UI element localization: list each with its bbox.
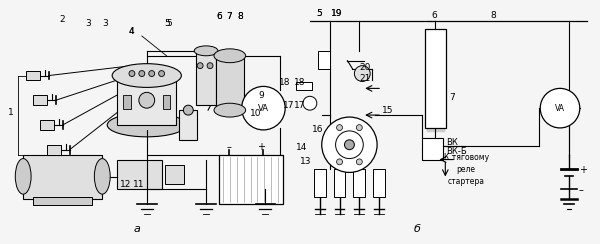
Bar [318, 51, 329, 69]
Text: 7: 7 [226, 12, 232, 21]
Text: –: – [579, 185, 584, 195]
Text: 8: 8 [238, 12, 244, 21]
Circle shape [139, 92, 155, 108]
Bar [314, 169, 326, 197]
Text: 7: 7 [449, 93, 455, 102]
Bar [47, 145, 61, 155]
Text: 2: 2 [60, 15, 65, 24]
Text: 5: 5 [164, 19, 170, 28]
Text: 12: 12 [120, 180, 131, 189]
Text: 14: 14 [296, 143, 307, 152]
Text: 6: 6 [216, 12, 222, 21]
Text: 18: 18 [278, 78, 290, 87]
Text: К тяговому: К тяговому [443, 153, 488, 162]
Text: б: б [413, 224, 420, 234]
Bar [219, 155, 283, 204]
Text: реле: реле [457, 165, 476, 174]
Bar [334, 169, 346, 197]
Bar [23, 155, 102, 199]
Text: 3: 3 [102, 19, 108, 28]
Text: 7: 7 [226, 12, 232, 21]
Text: 15: 15 [382, 106, 394, 115]
Text: 13: 13 [300, 157, 311, 166]
Circle shape [337, 125, 343, 131]
Bar [353, 169, 365, 197]
Circle shape [322, 117, 377, 173]
Text: +: + [579, 165, 587, 175]
Text: 20: 20 [359, 63, 371, 72]
Text: а: а [133, 224, 140, 234]
Ellipse shape [107, 113, 187, 137]
Circle shape [149, 71, 155, 77]
Text: 1: 1 [8, 108, 14, 117]
Circle shape [335, 131, 363, 159]
Text: 17: 17 [283, 101, 294, 110]
Bar [123, 95, 131, 109]
Text: 19: 19 [331, 9, 342, 18]
Bar [164, 164, 184, 184]
Text: 5: 5 [316, 9, 322, 18]
Bar [163, 95, 170, 109]
Text: ВК-Б: ВК-Б [446, 147, 467, 156]
Text: 9: 9 [259, 91, 264, 100]
Circle shape [184, 105, 193, 115]
Text: 4: 4 [129, 27, 134, 36]
Ellipse shape [112, 64, 181, 87]
Circle shape [355, 66, 370, 81]
Circle shape [356, 159, 362, 165]
Text: ВК: ВК [446, 138, 458, 147]
Bar [117, 160, 161, 189]
Text: 4: 4 [129, 27, 134, 36]
Ellipse shape [15, 159, 31, 194]
Circle shape [129, 71, 135, 77]
Ellipse shape [194, 46, 218, 56]
Ellipse shape [214, 49, 245, 63]
Text: VA: VA [555, 104, 565, 113]
Bar [373, 169, 385, 197]
Text: VA: VA [258, 104, 269, 113]
Circle shape [356, 125, 362, 131]
Circle shape [337, 159, 343, 165]
Text: 5: 5 [316, 9, 322, 18]
Bar [216, 56, 244, 110]
Text: 6: 6 [431, 11, 437, 20]
Circle shape [207, 63, 213, 69]
Text: 11: 11 [133, 180, 145, 189]
Text: 8: 8 [491, 11, 497, 20]
Bar [33, 197, 92, 205]
Text: 17: 17 [295, 101, 306, 110]
Bar [179, 110, 197, 140]
Bar [422, 138, 443, 160]
Circle shape [540, 88, 580, 128]
Text: 16: 16 [312, 125, 323, 134]
Text: 8: 8 [238, 12, 244, 21]
Text: 5: 5 [167, 19, 172, 28]
Circle shape [303, 96, 317, 110]
Text: –: – [226, 142, 231, 152]
Text: 10: 10 [250, 109, 261, 118]
Bar [296, 82, 312, 90]
Circle shape [344, 140, 355, 150]
Text: +: + [257, 142, 265, 152]
Bar [117, 76, 176, 125]
Bar [425, 29, 446, 128]
Bar [40, 120, 54, 130]
Text: 19: 19 [331, 9, 342, 18]
Bar [26, 71, 40, 81]
Text: стартера: стартера [448, 177, 485, 186]
Bar [196, 51, 216, 105]
Text: 18: 18 [295, 78, 306, 87]
Text: 3: 3 [85, 19, 91, 28]
Circle shape [197, 63, 203, 69]
Bar [33, 95, 47, 105]
Circle shape [158, 71, 164, 77]
Text: 6: 6 [216, 12, 222, 21]
Ellipse shape [214, 103, 245, 117]
Circle shape [139, 71, 145, 77]
Ellipse shape [94, 159, 110, 194]
Circle shape [242, 86, 285, 130]
Text: 21: 21 [359, 74, 371, 83]
